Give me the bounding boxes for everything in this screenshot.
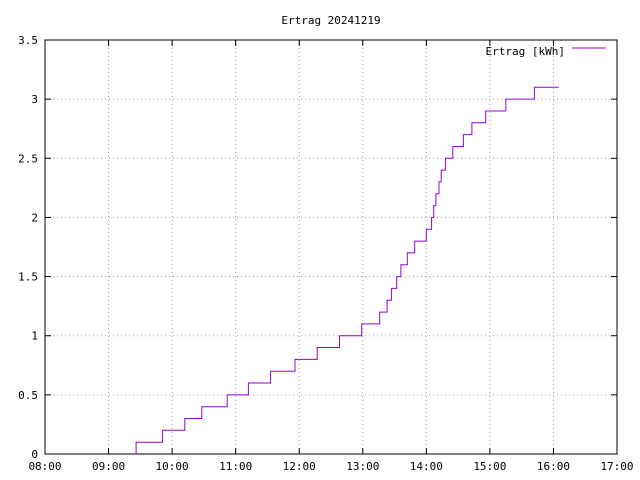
legend: Ertrag [kWh] — [486, 45, 606, 58]
grid — [45, 40, 617, 454]
axes: 08:00 09:00 10:00 11:00 12:00 13:00 14:00 15:00… — [18, 34, 633, 473]
plot-border — [44, 39, 618, 455]
series-line — [135, 86, 559, 455]
x-tick-label: 14:00 — [410, 460, 443, 473]
y-tick-label: 3.5 — [18, 34, 38, 47]
chart-title: Ertrag 20241219 — [281, 14, 380, 27]
x-tick-label: 13:00 — [346, 460, 379, 473]
legend-label: Ertrag [kWh] — [486, 45, 565, 58]
y-tick-label: 1.5 — [18, 271, 38, 284]
x-tick-label: 16:00 — [537, 460, 570, 473]
x-tick-label: 11:00 — [219, 460, 252, 473]
y-tick-label: 2.5 — [18, 152, 38, 165]
y-tick-label: 2 — [31, 211, 38, 224]
x-tick-label: 08:00 — [28, 460, 61, 473]
y-tick-label: 1 — [31, 330, 38, 343]
y-tick-label: 3 — [31, 93, 38, 106]
x-tick-label: 10:00 — [156, 460, 189, 473]
x-tick-label: 15:00 — [473, 460, 506, 473]
x-tick-label: 09:00 — [92, 460, 125, 473]
y-tick-label: 0 — [31, 448, 38, 461]
y-tick-label: 0.5 — [18, 389, 38, 402]
x-tick-label: 17:00 — [600, 460, 633, 473]
series-layer — [135, 86, 559, 455]
x-tick-label: 12:00 — [283, 460, 316, 473]
